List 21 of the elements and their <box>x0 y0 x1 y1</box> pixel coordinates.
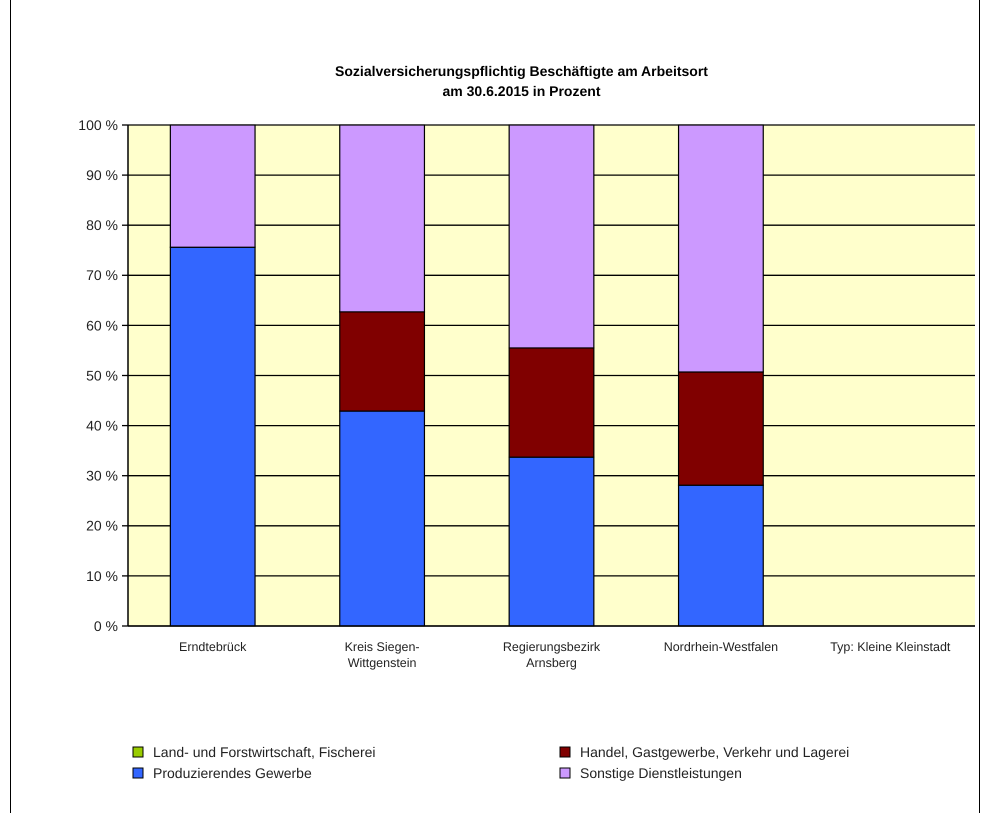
y-tick-label: 60 % <box>86 317 118 334</box>
x-tick-label: Kreis Siegen-Wittgenstein <box>344 640 420 670</box>
x-tick-label: Nordrhein-Westfalen <box>664 640 778 654</box>
y-tick-label: 80 % <box>86 217 118 234</box>
x-tick-label: Regierungsbezirk Arnsberg <box>502 640 601 670</box>
y-tick-label: 40 % <box>86 418 118 434</box>
legend-label: Produzierendes Gewerbe <box>153 764 312 781</box>
legend-label: Land- und Forstwirtschaft, Fischerei <box>153 744 376 760</box>
x-tick-label: Typ: Kleine Kleinstadt <box>830 640 951 654</box>
y-tick-label: 90 % <box>86 167 118 183</box>
x-tick-label: Erndtebrück <box>178 640 248 654</box>
y-tick-label: 50 % <box>86 367 118 384</box>
y-tick-label: 30 % <box>86 468 118 484</box>
y-tick-label: 100 % <box>78 116 118 133</box>
y-tick-label: 0 % <box>94 618 118 634</box>
y-tick-label: 10 % <box>86 568 118 584</box>
legend-label: Sonstige Dienstleistungen <box>580 764 742 781</box>
chart-title: Sozialversicherungspflichtig Beschäftigte am Arbeitsort am 30.6.2015 in Prozent <box>335 63 708 99</box>
legend-label: Handel, Gastgewerbe, Verkehr und Lagerei <box>580 744 850 760</box>
y-tick-label: 20 % <box>86 518 118 534</box>
y-tick-label: 70 % <box>86 267 118 284</box>
